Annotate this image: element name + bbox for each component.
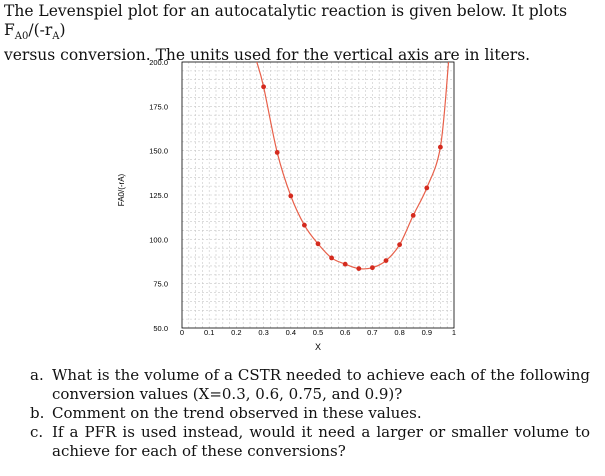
x-tick-label: 0.5 <box>313 328 323 337</box>
question-list: a. What is the volume of a CSTR needed to… <box>30 366 590 461</box>
y-tick-label: 50.0 <box>153 324 168 333</box>
question-text: If a PFR is used instead, would it need … <box>52 423 590 460</box>
question-text: Comment on the trend observed in these v… <box>52 404 422 422</box>
question-item: c. If a PFR is used instead, would it nee… <box>30 423 590 461</box>
x-tick-label: 0.1 <box>204 328 214 337</box>
x-tick-label: 0.9 <box>422 328 432 337</box>
data-point <box>383 258 389 264</box>
y-tick-label: 175.0 <box>149 102 168 111</box>
question-letter: b. <box>30 404 45 422</box>
data-point <box>274 150 280 155</box>
x-tick-label: 0.7 <box>367 328 377 337</box>
y-tick-labels: 50.0 75.0 100.0 125.0 150.0 175.0 200.0 <box>149 58 168 333</box>
series-curve <box>256 61 450 270</box>
question-letter: a. <box>30 366 44 384</box>
intro-line2: versus conversion. The units used for th… <box>4 46 531 65</box>
data-point <box>438 144 443 150</box>
data-point <box>342 261 348 267</box>
data-points <box>261 84 443 271</box>
data-point <box>397 242 402 248</box>
x-tick-label: 0.8 <box>394 328 404 337</box>
data-point <box>424 185 430 191</box>
x-tick-labels: 0 0.1 0.2 0.3 0.4 0.5 0.6 0.7 0.8 0.9 1 <box>180 328 456 337</box>
y-tick-label: 150.0 <box>149 147 168 156</box>
data-point <box>329 255 334 261</box>
data-point <box>302 222 307 228</box>
y-tick-label: 100.0 <box>149 235 168 244</box>
question-item: b. Comment on the trend observed in these… <box>30 404 590 423</box>
y-tick-label: 75.0 <box>153 280 168 289</box>
question-item: a. What is the volume of a CSTR needed to… <box>30 366 590 404</box>
data-point <box>288 193 294 199</box>
plot-frame <box>181 61 455 329</box>
question-letter: c. <box>30 423 44 441</box>
levenspiel-plot: 50.0 75.0 100.0 125.0 150.0 175.0 200.0 0 0.1 0.… <box>117 58 456 352</box>
intro-line1: The Levenspiel plot for an autocatalytic… <box>4 2 568 43</box>
y-tick-label: 200.0 <box>149 58 168 67</box>
x-tick-label: 0.3 <box>258 328 268 337</box>
data-point <box>356 266 362 271</box>
y-axis-label: FA0/(-rA) <box>117 173 126 206</box>
x-tick-label: 0.6 <box>340 328 350 337</box>
x-tick-label: 0 <box>180 328 184 337</box>
data-point <box>370 265 375 271</box>
data-point <box>410 212 416 218</box>
x-axis-label: X <box>315 342 321 352</box>
x-tick-label: 0.4 <box>286 328 296 337</box>
data-point <box>315 241 321 247</box>
y-tick-label: 125.0 <box>149 191 168 200</box>
x-tick-label: 1 <box>452 328 456 337</box>
question-text: What is the volume of a CSTR needed to a… <box>52 366 590 403</box>
intro-text: The Levenspiel plot for an autocatalytic… <box>4 2 600 65</box>
data-point <box>261 84 266 90</box>
plot-grid <box>182 62 454 328</box>
x-tick-label: 0.2 <box>231 328 241 337</box>
